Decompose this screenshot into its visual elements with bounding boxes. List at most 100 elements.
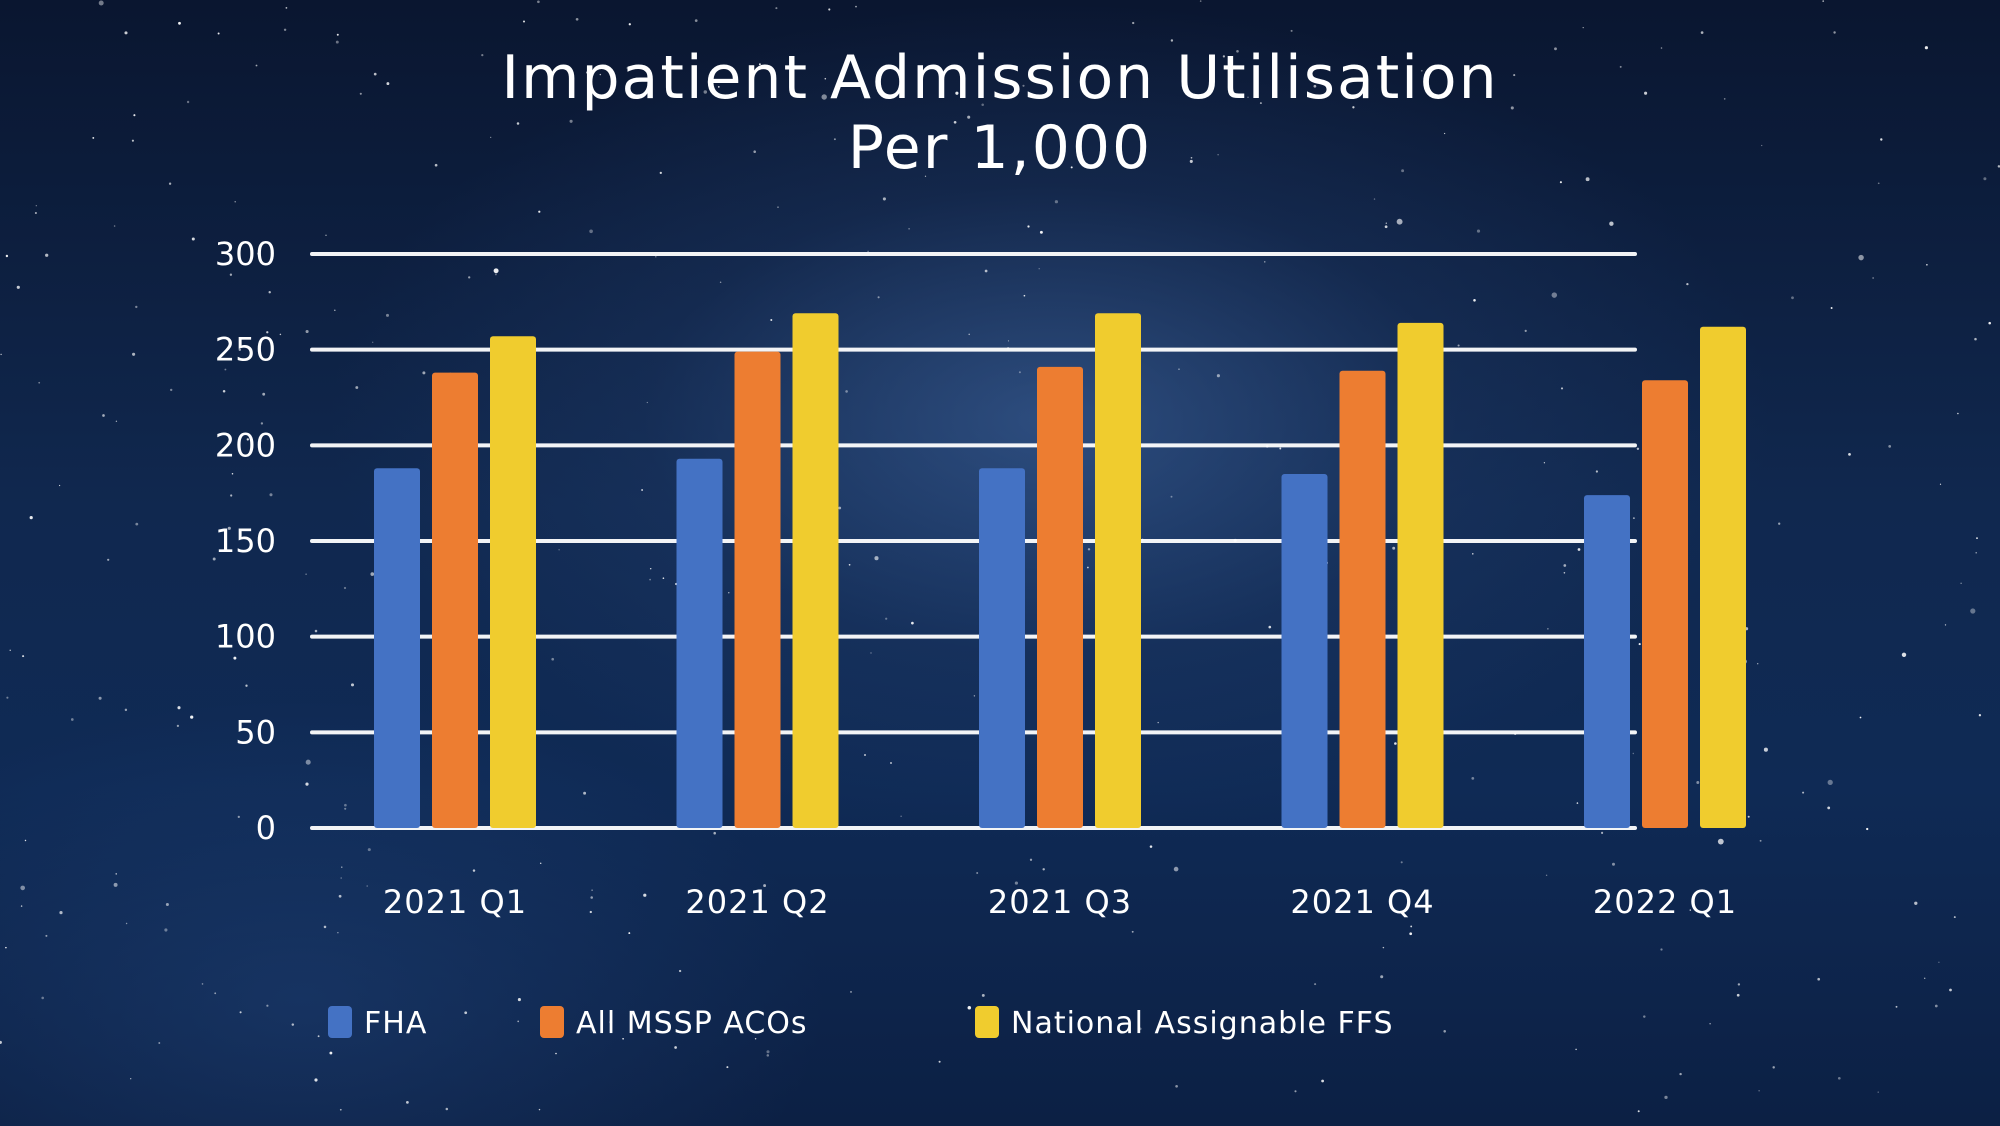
chart-title-line-2: Per 1,000: [848, 113, 1152, 183]
legend-label: FHA: [364, 1006, 427, 1041]
star: [24, 839, 27, 842]
x-category-label: 2021 Q3: [988, 883, 1132, 921]
star: [1833, 31, 1836, 34]
star: [1070, 166, 1073, 169]
star: [0, 1040, 2, 1044]
star: [659, 171, 662, 175]
star: [266, 1004, 269, 1007]
star: [1559, 181, 1562, 184]
star: [1247, 96, 1249, 98]
star: [655, 256, 657, 258]
star: [464, 1011, 468, 1015]
star: [855, 5, 857, 8]
star: [1660, 47, 1663, 49]
star: [5, 254, 9, 258]
star: [1038, 268, 1040, 270]
star: [522, 20, 526, 23]
star: [339, 1108, 342, 1111]
star: [1472, 553, 1474, 555]
x-axis-categories: 2021 Q1 2021 Q2 2021 Q3 2021 Q4 2022 Q1: [383, 883, 1737, 921]
star: [1822, 0, 1825, 2]
star: [1837, 1076, 1841, 1080]
star: [1264, 261, 1266, 263]
star: [1401, 169, 1405, 173]
star: [41, 996, 44, 1000]
star: [775, 7, 778, 10]
star: [885, 617, 888, 620]
star: [555, 1052, 557, 1055]
star: [201, 983, 204, 985]
x-category-label: 2021 Q2: [685, 883, 829, 921]
legend: FHA All MSSP ACOs National Assignable FFS: [328, 1006, 1393, 1041]
star: [237, 815, 240, 819]
star: [551, 657, 555, 661]
star: [1384, 225, 1388, 229]
star: [1709, 1023, 1711, 1025]
star: [1644, 91, 1648, 95]
star: [268, 291, 271, 294]
star: [336, 33, 339, 36]
star: [337, 932, 339, 934]
star: [1575, 1048, 1577, 1051]
x-category-label: 2021 Q1: [383, 883, 527, 921]
star: [230, 494, 233, 497]
star: [214, 992, 217, 995]
star: [1934, 1004, 1938, 1008]
star: [1988, 321, 1991, 325]
star: [1190, 156, 1193, 159]
star: [1827, 806, 1831, 810]
star: [1443, 1030, 1446, 1033]
star: [1149, 845, 1153, 848]
y-tick-label: 0: [256, 809, 276, 847]
star: [1778, 522, 1781, 525]
star: [355, 386, 359, 389]
star: [1476, 229, 1481, 233]
star: [1957, 412, 1959, 415]
star: [16, 285, 20, 289]
star: [338, 894, 342, 898]
star: [591, 889, 593, 892]
star: [468, 276, 471, 279]
star: [1970, 608, 1976, 614]
y-tick-label: 300: [215, 235, 276, 273]
bar-all-mssp-acos-3: [1339, 370, 1386, 828]
star: [344, 807, 347, 810]
star: [649, 1031, 651, 1034]
star: [864, 754, 866, 756]
star: [239, 1011, 242, 1014]
star: [372, 341, 374, 343]
star: [305, 573, 307, 576]
star: [1638, 643, 1641, 646]
bar-all-mssp-acos-2: [1037, 366, 1083, 828]
star: [1473, 299, 1476, 302]
star: [1791, 296, 1794, 300]
star: [1736, 993, 1740, 997]
x-category-label: 2022 Q1: [1593, 883, 1737, 921]
star: [164, 928, 168, 932]
star: [713, 831, 716, 835]
star: [113, 882, 118, 887]
star: [538, 210, 541, 213]
star: [1974, 337, 1977, 341]
star: [589, 229, 593, 234]
star: [1901, 652, 1907, 657]
star: [168, 182, 172, 185]
star: [124, 708, 128, 712]
star: [643, 893, 647, 897]
star: [1314, 983, 1317, 986]
star: [1609, 910, 1612, 913]
star: [924, 175, 927, 177]
star: [1170, 39, 1174, 42]
star: [1949, 988, 1952, 992]
star: [1830, 307, 1833, 309]
star: [113, 225, 116, 227]
star: [38, 381, 41, 384]
star: [1178, 368, 1180, 370]
star: [1877, 1091, 1879, 1093]
star: [599, 73, 602, 76]
y-tick-label: 50: [235, 713, 276, 751]
star: [367, 848, 371, 852]
star: [305, 759, 311, 765]
